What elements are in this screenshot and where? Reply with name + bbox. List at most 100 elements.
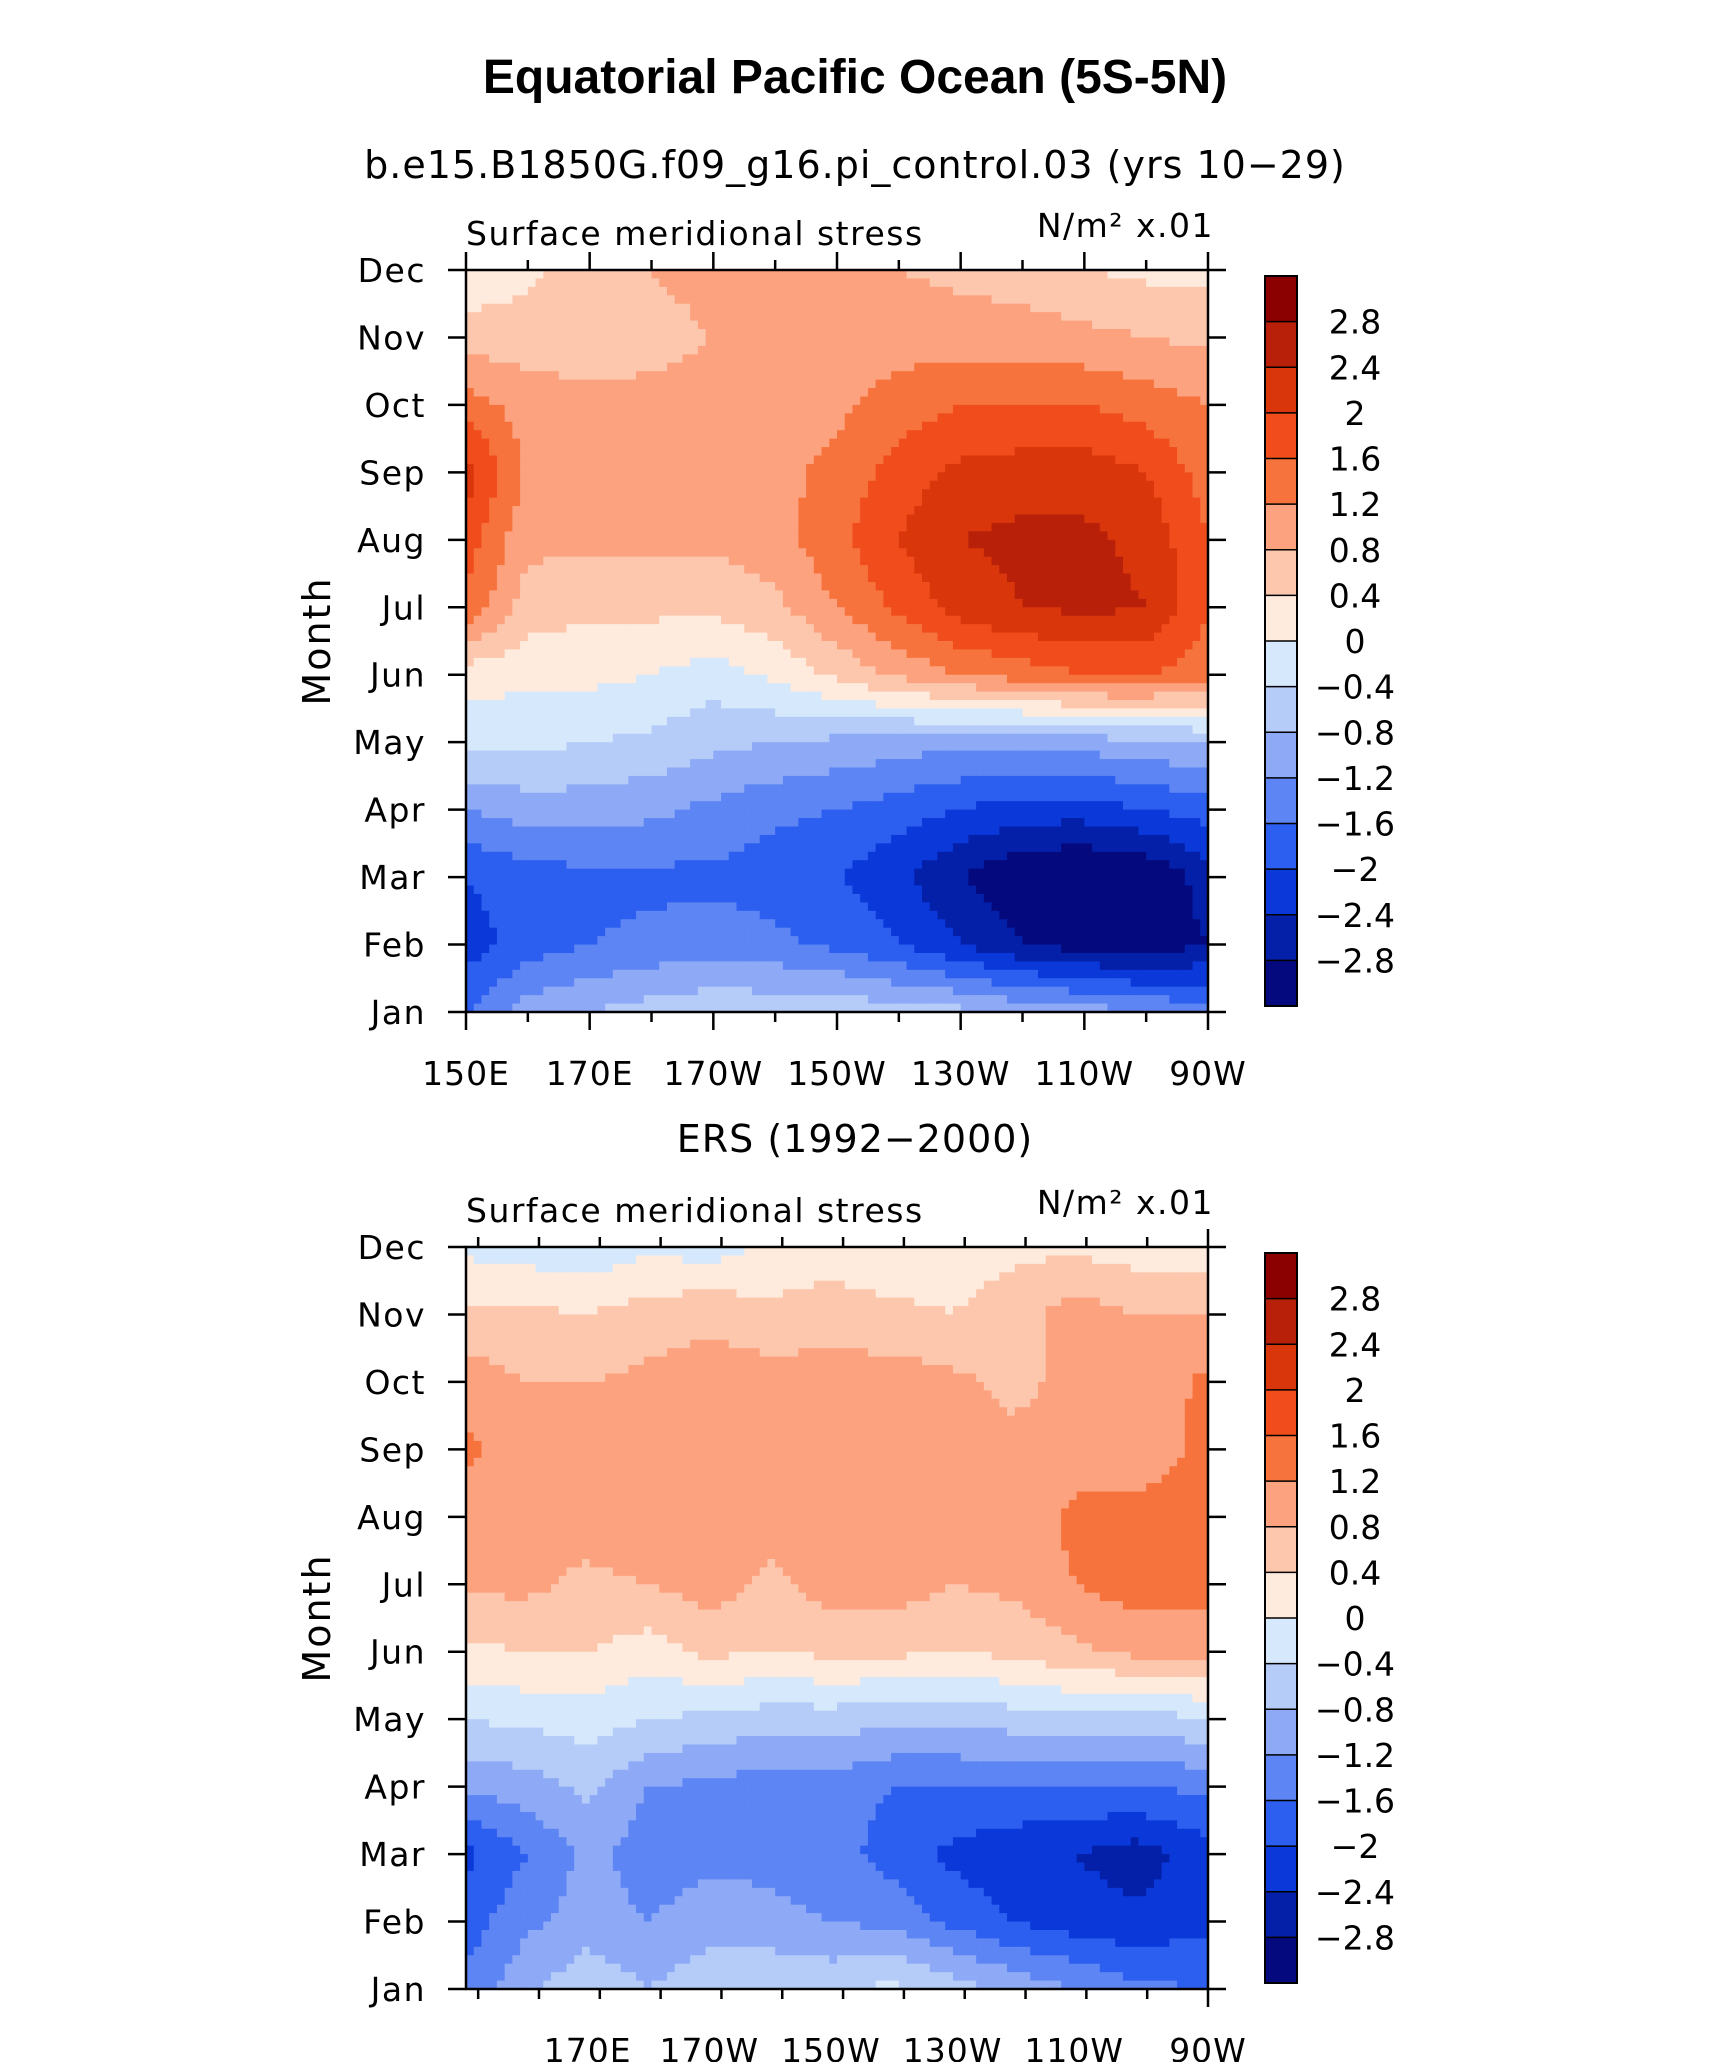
field-cell bbox=[813, 674, 823, 684]
field-cell bbox=[798, 674, 807, 684]
field-cell bbox=[929, 531, 939, 541]
field-cell bbox=[860, 438, 869, 448]
field-cell bbox=[1107, 303, 1116, 313]
field-cell bbox=[581, 556, 591, 566]
field-cell bbox=[906, 463, 915, 473]
field-cell bbox=[821, 270, 830, 280]
field-cell bbox=[922, 649, 931, 659]
field-cell bbox=[1130, 607, 1140, 617]
field-cell bbox=[1022, 337, 1031, 347]
field-cell bbox=[829, 598, 838, 608]
field-cell bbox=[806, 396, 815, 406]
field-cell bbox=[860, 413, 869, 423]
field-cell bbox=[1138, 700, 1147, 710]
field-cell bbox=[744, 270, 753, 280]
field-cell bbox=[813, 438, 823, 448]
field-cell bbox=[1014, 354, 1024, 364]
field-cell bbox=[744, 506, 753, 516]
field-cell bbox=[929, 438, 939, 448]
field-cell bbox=[1200, 404, 1209, 414]
field-cell bbox=[589, 598, 598, 608]
field-cell bbox=[875, 278, 884, 288]
field-cell bbox=[852, 379, 861, 389]
field-cell bbox=[628, 573, 637, 583]
field-cell bbox=[860, 295, 869, 305]
field-cell bbox=[837, 270, 846, 280]
field-cell bbox=[852, 480, 861, 490]
field-cell bbox=[466, 489, 475, 499]
field-cell bbox=[1037, 295, 1047, 305]
field-cell bbox=[674, 354, 684, 364]
field-cell bbox=[821, 657, 830, 667]
field-cell bbox=[1115, 691, 1124, 701]
field-cell bbox=[1084, 404, 1093, 414]
stress-field bbox=[466, 270, 1209, 1013]
field-cell bbox=[1099, 531, 1109, 541]
field-cell bbox=[566, 320, 575, 330]
field-cell bbox=[952, 531, 962, 541]
field-cell bbox=[1184, 548, 1194, 558]
field-cell bbox=[960, 581, 969, 592]
field-cell bbox=[1030, 615, 1039, 625]
field-cell bbox=[1115, 388, 1124, 398]
field-cell bbox=[976, 438, 985, 448]
field-cell bbox=[527, 362, 537, 372]
field-cell bbox=[1200, 632, 1209, 642]
field-cell bbox=[512, 531, 521, 541]
field-cell bbox=[636, 329, 645, 339]
field-cell bbox=[867, 657, 877, 667]
field-cell bbox=[914, 514, 923, 524]
field-cell bbox=[636, 683, 645, 693]
field-cell bbox=[543, 463, 552, 473]
field-cell bbox=[898, 396, 908, 406]
field-cell bbox=[520, 556, 529, 566]
field-cell bbox=[1122, 472, 1132, 482]
field-cell bbox=[914, 548, 923, 558]
field-cell bbox=[983, 430, 993, 440]
field-cell bbox=[1130, 565, 1140, 575]
field-cell bbox=[844, 371, 854, 381]
field-cell bbox=[1115, 329, 1124, 339]
field-cell bbox=[790, 379, 799, 389]
field-cell bbox=[806, 430, 815, 440]
field-cell bbox=[1007, 320, 1016, 330]
field-cell bbox=[782, 362, 792, 372]
field-cell bbox=[690, 354, 699, 364]
field-cell bbox=[612, 531, 622, 541]
field-cell bbox=[1076, 632, 1085, 642]
field-cell bbox=[945, 548, 954, 558]
field-cell bbox=[983, 531, 993, 541]
field-cell bbox=[481, 404, 490, 414]
field-cell bbox=[937, 396, 946, 406]
field-cell bbox=[1084, 598, 1093, 608]
field-cell bbox=[628, 506, 637, 516]
field-cell bbox=[674, 430, 684, 440]
field-cell bbox=[1007, 421, 1016, 431]
field-cell bbox=[473, 590, 483, 600]
field-cell bbox=[597, 337, 606, 347]
field-cell bbox=[674, 506, 684, 516]
field-cell bbox=[1200, 598, 1209, 608]
field-cell bbox=[558, 641, 568, 651]
field-cell bbox=[659, 573, 668, 583]
field-cell bbox=[1068, 691, 1078, 701]
field-cell bbox=[1177, 607, 1186, 617]
field-cell bbox=[821, 489, 830, 499]
field-cell bbox=[651, 270, 660, 280]
field-cell bbox=[829, 430, 838, 440]
field-cell bbox=[891, 447, 900, 457]
field-cell bbox=[898, 354, 908, 364]
field-cell bbox=[1053, 581, 1062, 592]
field-cell bbox=[999, 649, 1008, 659]
field-cell bbox=[1037, 598, 1047, 608]
field-cell bbox=[643, 539, 653, 549]
field-cell bbox=[1022, 548, 1031, 558]
field-cell bbox=[666, 632, 676, 642]
field-cell bbox=[945, 649, 954, 659]
field-cell bbox=[728, 286, 738, 296]
field-cell bbox=[520, 388, 529, 398]
field-cell bbox=[721, 362, 730, 372]
field-cell bbox=[813, 480, 823, 490]
field-cell bbox=[844, 556, 854, 566]
field-cell bbox=[837, 286, 846, 296]
